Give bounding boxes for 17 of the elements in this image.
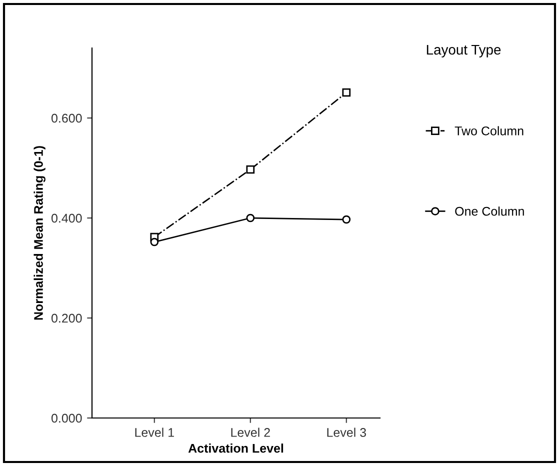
point <box>342 88 351 97</box>
y-axis-title: Normalized Mean Rating (0-1) <box>34 146 46 320</box>
legend-label: One Column <box>455 206 524 216</box>
point <box>150 238 159 246</box>
legend-label: Two Column <box>454 126 524 136</box>
x-axis-title: Activation Level <box>188 444 284 453</box>
point <box>246 165 255 174</box>
x-tick-label: Level 2 <box>231 428 270 437</box>
point <box>342 215 351 224</box>
y-tick-label: 0.400 <box>51 214 82 223</box>
legend-title: Layout Type <box>426 44 501 58</box>
x-tick-label: Level 3 <box>327 428 366 437</box>
point <box>246 214 255 222</box>
y-tick-label: 0.600 <box>51 114 82 123</box>
x-tick-label: Level 1 <box>135 428 174 437</box>
y-tick-label: 0.000 <box>51 414 82 423</box>
y-tick-label: 0.200 <box>51 314 82 323</box>
